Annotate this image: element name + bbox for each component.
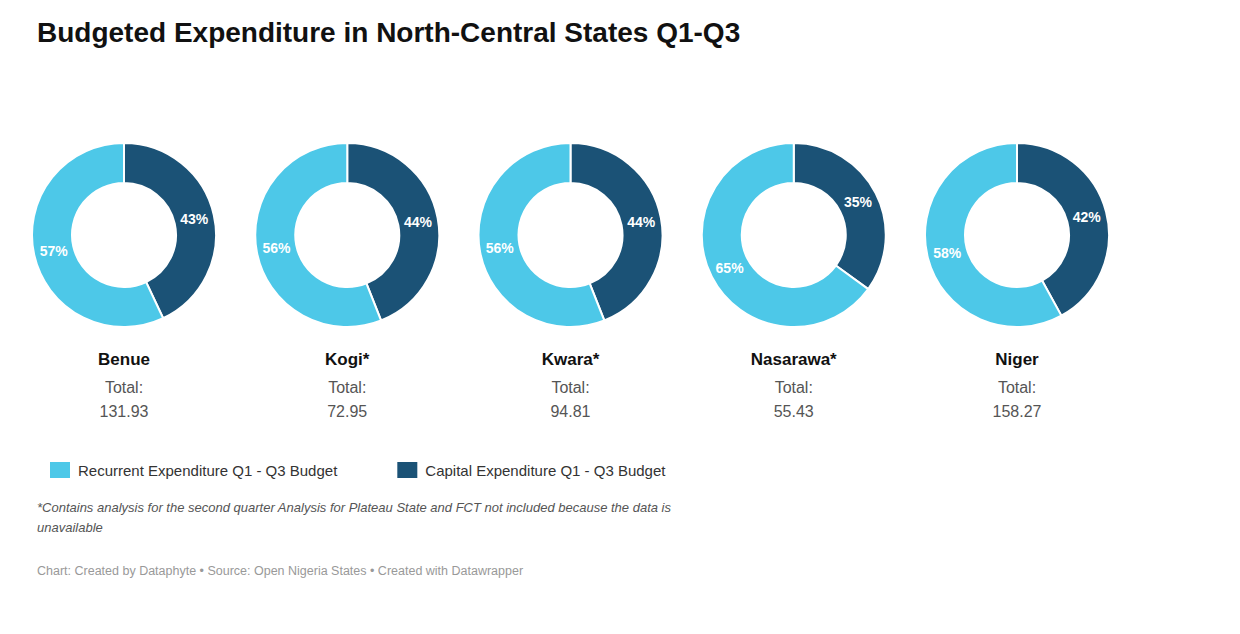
total-value: 158.27: [993, 403, 1042, 420]
donut-slice: [925, 143, 1061, 327]
total-value: 72.95: [327, 403, 367, 420]
total-value: 55.43: [774, 403, 814, 420]
category-label: Nasarawa*: [751, 350, 837, 369]
total-label: Total:: [775, 379, 813, 396]
donut-slice: [255, 143, 381, 327]
donut: 35% 65%: [702, 143, 886, 327]
chart: Budgeted Expenditure in North-Central St…: [0, 0, 1240, 634]
total-value: 131.93: [100, 403, 149, 420]
donut-slice: [478, 143, 604, 327]
data-label: 44%: [404, 214, 433, 230]
legend: Recurrent Expenditure Q1 - Q3 Budget Capi…: [50, 462, 666, 479]
data-label: 56%: [486, 240, 515, 256]
source: Chart: Created by Dataphyte • Source: Op…: [37, 564, 523, 578]
data-label: 58%: [933, 245, 962, 261]
data-label: 56%: [263, 240, 292, 256]
data-label: 43%: [180, 211, 209, 227]
legend-label: Capital Expenditure Q1 - Q3 Budget: [425, 462, 666, 479]
total-label: Total:: [551, 379, 589, 396]
total-label: Total:: [105, 379, 143, 396]
data-label: 42%: [1073, 209, 1102, 225]
background: [0, 0, 1240, 634]
title: Budgeted Expenditure in North-Central St…: [37, 17, 740, 48]
category-label: Niger: [995, 350, 1039, 369]
category-label: Benue: [98, 350, 150, 369]
data-label: 35%: [844, 194, 873, 210]
data-label: 57%: [40, 243, 69, 259]
total-value: 94.81: [550, 403, 590, 420]
donut: 43% 57%: [32, 143, 216, 327]
donut-slice: [32, 143, 163, 327]
total-label: Total:: [998, 379, 1036, 396]
donut: 44% 56%: [478, 143, 662, 327]
donut-slice: [702, 143, 868, 327]
legend-swatch: [397, 462, 417, 478]
category-label: Kogi*: [325, 350, 370, 369]
donut: 44% 56%: [255, 143, 439, 327]
data-label: 44%: [627, 214, 656, 230]
donut: 42% 58%: [925, 143, 1109, 327]
legend-label: Recurrent Expenditure Q1 - Q3 Budget: [78, 462, 338, 479]
data-label: 65%: [716, 260, 745, 276]
donut-slice: [794, 143, 886, 289]
footnote: *Contains analysis for the second quarte…: [37, 500, 671, 535]
total-label: Total:: [328, 379, 366, 396]
category-label: Kwara*: [542, 350, 600, 369]
legend-swatch: [50, 462, 70, 478]
